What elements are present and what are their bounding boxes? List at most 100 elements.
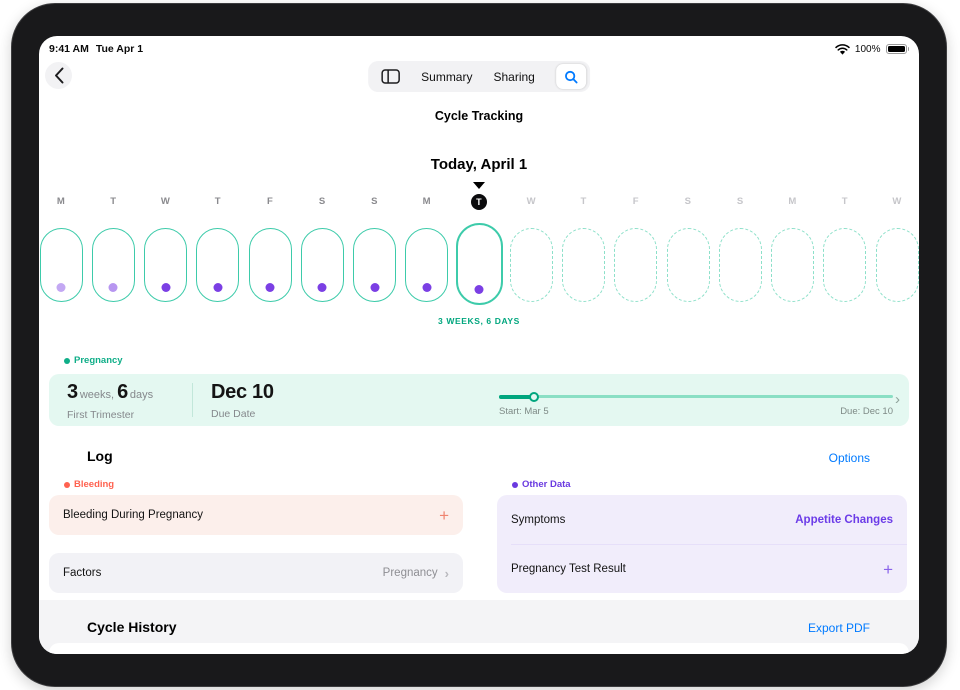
factors-card[interactable]: Factors Pregnancy — [49, 553, 463, 593]
day-letter: F — [266, 196, 274, 207]
day-capsule[interactable] — [405, 228, 449, 302]
day-cell[interactable]: M — [405, 194, 449, 305]
add-bleeding-icon[interactable] — [439, 507, 449, 524]
log-heading: Log — [87, 448, 113, 464]
today-heading: Today, April 1 — [430, 156, 528, 173]
other-data-dot-icon — [512, 481, 518, 488]
bleeding-section-label: Bleeding — [64, 479, 114, 490]
day-cell[interactable]: W — [144, 194, 188, 305]
pregnancy-test-row[interactable]: Pregnancy Test Result — [497, 545, 907, 593]
bleeding-section-text: Bleeding — [74, 479, 115, 490]
pregnancy-section-text: Pregnancy — [74, 355, 123, 366]
today-pointer-icon — [473, 182, 485, 189]
day-capsule[interactable] — [455, 223, 503, 305]
factors-value: Pregnancy — [382, 567, 438, 579]
page-title: Cycle Tracking — [434, 109, 524, 123]
export-pdf-link[interactable]: Export PDF — [807, 621, 870, 635]
status-date: Tue Apr 1 — [95, 43, 144, 55]
app-screen: 9:41 AM Tue Apr 1 100% — [39, 36, 919, 654]
days-unit: days — [129, 389, 154, 401]
symptoms-row[interactable]: Symptoms Appetite Changes — [497, 495, 907, 544]
day-letter: T — [471, 194, 487, 210]
day-capsule[interactable] — [562, 228, 605, 302]
add-test-result-icon[interactable] — [883, 561, 893, 578]
status-right: 100% — [835, 44, 909, 55]
day-cell[interactable]: T — [823, 194, 867, 305]
day-capsule[interactable] — [144, 228, 187, 302]
day-cell[interactable]: W — [875, 194, 919, 305]
day-capsule[interactable] — [666, 228, 710, 302]
back-button[interactable] — [45, 62, 72, 89]
progress-track — [499, 391, 893, 402]
pregnancy-summary-card[interactable]: 3 weeks, 6 days First Trimester Dec 10 Due … — [49, 374, 909, 426]
due-date-block: Dec 10 Due Date — [211, 381, 274, 420]
period-log-dot — [474, 285, 484, 294]
day-cell[interactable]: F — [248, 194, 292, 305]
day-letter: T — [214, 196, 221, 207]
bleeding-log-card[interactable]: Bleeding During Pregnancy — [49, 495, 463, 535]
wifi-icon — [835, 43, 850, 55]
pregnancy-dot-icon — [64, 357, 70, 364]
ipad-device-frame: 9:41 AM Tue Apr 1 100% — [11, 3, 947, 687]
symptoms-label: Symptoms — [511, 513, 566, 526]
progress-due-label: Due: Dec 10 — [840, 406, 893, 417]
symptoms-value: Appetite Changes — [795, 513, 893, 526]
day-capsule[interactable] — [300, 228, 344, 302]
day-capsule[interactable] — [39, 228, 83, 302]
pregnancy-progress: Start: Mar 5 Due: Dec 10 — [499, 391, 893, 417]
day-letter: T — [110, 196, 117, 207]
day-letter: T — [580, 196, 587, 207]
other-data-section-label: Other Data — [512, 479, 571, 490]
day-capsule[interactable] — [771, 228, 814, 302]
options-link[interactable]: Options — [828, 451, 870, 465]
day-cell[interactable]: W — [509, 194, 553, 305]
day-cell[interactable]: S — [666, 194, 710, 305]
day-cell[interactable]: M — [771, 194, 815, 305]
day-cell[interactable]: S — [718, 194, 762, 305]
day-letter: S — [318, 196, 326, 207]
cycle-history-card[interactable] — [49, 643, 909, 654]
day-capsule[interactable] — [91, 228, 135, 302]
day-cell[interactable]: M — [39, 194, 83, 305]
day-letter: M — [56, 196, 66, 207]
chevron-left-icon — [54, 67, 63, 84]
day-capsule[interactable] — [875, 228, 919, 302]
day-capsule[interactable] — [718, 228, 762, 302]
period-log-dot — [161, 283, 170, 292]
day-cell[interactable]: T — [91, 194, 135, 305]
battery-icon — [885, 43, 909, 55]
sidebar-toggle-button[interactable] — [381, 69, 400, 84]
day-capsule[interactable] — [509, 228, 553, 302]
period-log-dot — [422, 283, 432, 292]
factors-label: Factors — [63, 567, 102, 579]
period-log-dot — [265, 283, 275, 292]
day-cell-today[interactable]: T — [455, 194, 503, 305]
day-letter: S — [371, 196, 378, 207]
day-capsule[interactable] — [614, 228, 658, 302]
day-letter: F — [632, 196, 639, 207]
day-cell[interactable]: S — [353, 194, 397, 305]
period-log-dot — [317, 283, 327, 292]
other-data-section-text: Other Data — [522, 479, 571, 490]
day-cell[interactable]: S — [300, 194, 344, 305]
period-log-dot — [56, 283, 66, 292]
period-log-dot — [213, 283, 223, 292]
weeks-unit: weeks, — [79, 389, 115, 401]
day-capsule[interactable] — [248, 228, 292, 302]
sharing-tab[interactable]: Sharing — [493, 69, 535, 84]
day-capsule[interactable] — [353, 228, 396, 302]
day-cell[interactable]: T — [196, 194, 240, 305]
day-cell[interactable]: T — [562, 194, 606, 305]
gestation-block: 3 weeks, 6 days First Trimester — [67, 381, 156, 421]
search-button[interactable] — [555, 64, 586, 89]
day-capsule[interactable] — [196, 228, 240, 302]
bleeding-item-label: Bleeding During Pregnancy — [63, 509, 204, 521]
summary-tab[interactable]: Summary — [421, 69, 473, 84]
day-cell[interactable]: F — [614, 194, 658, 305]
day-capsule[interactable] — [823, 228, 867, 302]
gestation-duration: 3 weeks, 6 days — [67, 381, 156, 406]
cycle-history-section: Cycle History Export PDF — [39, 600, 919, 654]
pregnancy-test-label: Pregnancy Test Result — [511, 563, 626, 575]
factors-value-group: Pregnancy — [383, 566, 449, 581]
